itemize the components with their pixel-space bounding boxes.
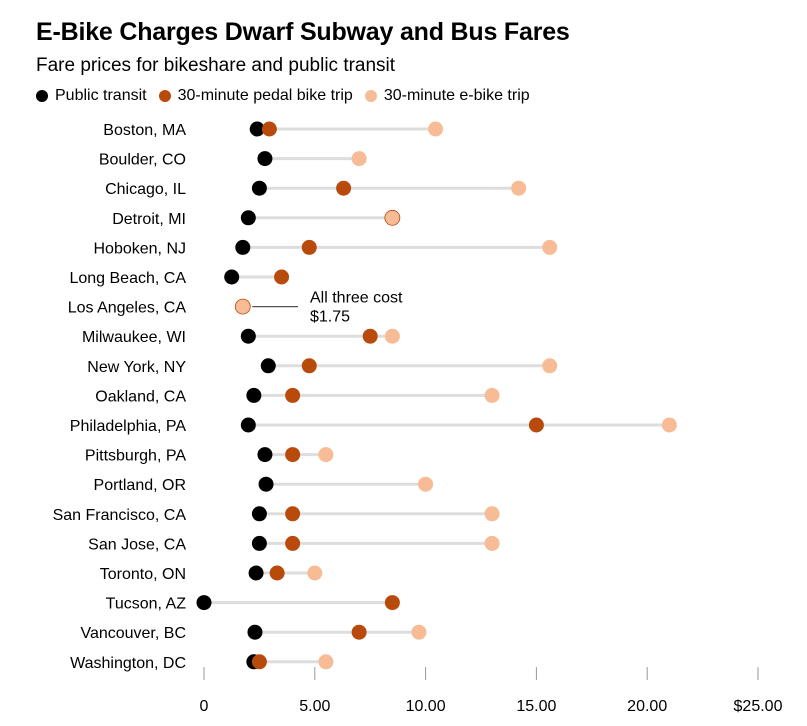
dot-ebike-new-york-ny xyxy=(542,358,558,374)
x-tick-label-0: 0 xyxy=(200,698,209,715)
dot-ebike-san-francisco-ca xyxy=(484,506,500,522)
dot-ebike-oakland-ca xyxy=(484,387,500,403)
legend-swatch-transit xyxy=(36,90,48,102)
dot-pedal-toronto-on xyxy=(269,565,285,581)
dot-transit-oakland-ca xyxy=(246,387,262,403)
dot-ebike-portland-or xyxy=(418,476,434,492)
legend-label-pedal: 30-minute pedal bike trip xyxy=(177,87,353,104)
row-label-washington-dc: Washington, DC xyxy=(70,655,186,672)
row-label-boston-ma: Boston, MA xyxy=(103,122,186,139)
dot-transit-portland-or xyxy=(258,476,274,492)
x-tick-label-1: 5.00 xyxy=(299,698,330,715)
dot-transit-san-francisco-ca xyxy=(251,506,267,522)
dot-transit-toronto-on xyxy=(248,565,264,581)
row-label-detroit-mi: Detroit, MI xyxy=(112,211,186,228)
x-tick-label-4: 20.00 xyxy=(627,698,667,715)
dot-transit-philadelphia-pa xyxy=(240,417,256,433)
dot-pedal-oakland-ca xyxy=(285,387,301,403)
chart-title: E-Bike Charges Dwarf Subway and Bus Fare… xyxy=(36,18,570,46)
chart-legend: Public transit 30-minute pedal bike trip… xyxy=(36,87,542,105)
legend-swatch-ebike xyxy=(364,90,377,102)
dot-pedal-boston-ma xyxy=(261,121,277,137)
dot-transit-san-jose-ca xyxy=(251,535,267,551)
legend-label-transit: Public transit xyxy=(55,87,147,104)
x-tick-label-5: $25.00 xyxy=(734,698,783,715)
x-tick-label-2: 10.00 xyxy=(406,698,446,715)
dot-ebike-toronto-on xyxy=(307,565,323,581)
legend-item-transit: Public transit xyxy=(36,87,147,105)
dot-pedal-milwaukee-wi xyxy=(362,328,378,344)
dot-ebike-chicago-il xyxy=(511,180,527,196)
dot-transit-chicago-il xyxy=(251,180,267,196)
dot-ebike-hoboken-nj xyxy=(542,239,558,255)
dot-transit-boston-ma xyxy=(249,121,265,137)
dot-pedal-new-york-ny xyxy=(301,358,317,374)
legend-item-pedal: 30-minute pedal bike trip xyxy=(158,87,353,105)
row-label-hoboken-nj: Hoboken, NJ xyxy=(94,240,187,257)
dot-transit-vancouver-bc xyxy=(247,624,263,640)
dot-ebike-los-angeles-ca xyxy=(234,298,251,315)
dot-pedal-washington-dc xyxy=(251,654,267,670)
dot-pedal-chicago-il xyxy=(336,180,352,196)
row-label-boulder-co: Boulder, CO xyxy=(99,152,186,169)
row-label-vancouver-bc: Vancouver, BC xyxy=(80,625,186,642)
row-label-los-angeles-ca: Los Angeles, CA xyxy=(68,300,187,317)
dot-ebike-washington-dc xyxy=(318,654,334,670)
legend-swatch-pedal xyxy=(158,90,171,102)
annotation-text-2: $1.75 xyxy=(310,309,350,326)
dot-transit-long-beach-ca xyxy=(224,269,240,285)
dot-transit-boulder-co xyxy=(257,151,273,167)
dot-pedal-long-beach-ca xyxy=(274,269,290,285)
row-label-new-york-ny: New York, NY xyxy=(87,359,186,376)
dot-pedal-san-francisco-ca xyxy=(285,506,301,522)
dot-ebike-boulder-co xyxy=(351,151,367,167)
dot-transit-pittsburgh-pa xyxy=(257,447,273,463)
dot-transit-hoboken-nj xyxy=(235,239,251,255)
chart-subtitle: Fare prices for bikeshare and public tra… xyxy=(36,55,396,76)
dot-ebike-boston-ma xyxy=(428,121,444,137)
dot-ebike-san-jose-ca xyxy=(484,535,500,551)
dot-ebike-milwaukee-wi xyxy=(384,328,400,344)
dot-pedal-san-jose-ca xyxy=(285,535,301,551)
row-label-pittsburgh-pa: Pittsburgh, PA xyxy=(85,448,186,465)
dot-transit-milwaukee-wi xyxy=(240,328,256,344)
dot-ebike-vancouver-bc xyxy=(411,624,427,640)
dot-pedal-pittsburgh-pa xyxy=(285,447,301,463)
row-label-san-jose-ca: San Jose, CA xyxy=(88,536,186,553)
dot-ebike-philadelphia-pa xyxy=(661,417,677,433)
dot-transit-new-york-ny xyxy=(260,358,276,374)
dot-pedal-philadelphia-pa xyxy=(528,417,544,433)
dot-transit-detroit-mi xyxy=(240,210,256,226)
row-label-portland-or: Portland, OR xyxy=(94,477,186,494)
legend-item-ebike: 30-minute e-bike trip xyxy=(364,87,530,105)
row-label-tucson-az: Tucson, AZ xyxy=(106,596,187,613)
row-label-milwaukee-wi: Milwaukee, WI xyxy=(82,329,186,346)
row-label-san-francisco-ca: San Francisco, CA xyxy=(53,507,187,524)
row-label-philadelphia-pa: Philadelphia, PA xyxy=(70,418,187,435)
annotation-text-1: All three cost xyxy=(310,290,403,307)
dot-pedal-vancouver-bc xyxy=(351,624,367,640)
row-label-toronto-on: Toronto, ON xyxy=(100,566,186,583)
row-label-oakland-ca: Oakland, CA xyxy=(95,388,186,405)
x-tick-label-3: 15.00 xyxy=(516,698,556,715)
dot-ebike-pittsburgh-pa xyxy=(318,447,334,463)
legend-label-ebike: 30-minute e-bike trip xyxy=(383,87,530,104)
dot-transit-tucson-az xyxy=(196,595,212,611)
dot-ebike-detroit-mi xyxy=(384,209,401,226)
row-label-chicago-il: Chicago, IL xyxy=(105,181,186,198)
dot-pedal-hoboken-nj xyxy=(301,239,317,255)
dot-pedal-tucson-az xyxy=(384,595,400,611)
row-label-long-beach-ca: Long Beach, CA xyxy=(69,270,186,287)
